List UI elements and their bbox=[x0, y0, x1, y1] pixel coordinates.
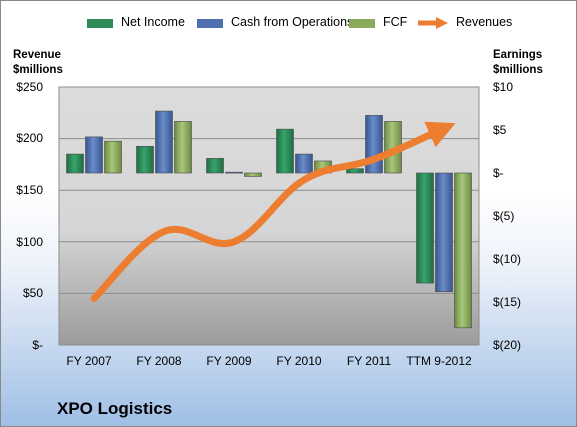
category-label: FY 2008 bbox=[136, 354, 182, 368]
category-label: FY 2011 bbox=[346, 354, 392, 368]
legend-swatch bbox=[197, 19, 223, 28]
gridlines bbox=[59, 138, 479, 294]
category-label: FY 2007 bbox=[66, 354, 112, 368]
right-tick-label: $(20) bbox=[493, 338, 522, 352]
bar-net-income-0 bbox=[66, 153, 84, 174]
bar-net-income-3 bbox=[276, 128, 294, 174]
category-label: FY 2010 bbox=[276, 354, 322, 368]
revenue-line-path bbox=[90, 121, 456, 303]
right-axis-title: Earnings $millions bbox=[493, 48, 543, 78]
right-tick-label: $10 bbox=[493, 80, 514, 94]
right-tick-label: $5 bbox=[493, 123, 507, 137]
bar-fcf-0 bbox=[104, 140, 122, 174]
right-tick-label: $(15) bbox=[493, 295, 522, 309]
right-axis-title-line1: Earnings bbox=[493, 49, 543, 61]
company-title: XPO Logistics bbox=[57, 399, 173, 418]
bar-cash-from-operations-1 bbox=[155, 110, 173, 174]
legend-swatch bbox=[349, 19, 375, 28]
left-tick-label: $250 bbox=[16, 80, 43, 94]
right-tick-label: $(10) bbox=[493, 252, 522, 266]
bar-fcf-1 bbox=[174, 121, 192, 174]
left-tick-label: $150 bbox=[16, 183, 43, 197]
legend-label: Revenues bbox=[456, 15, 513, 29]
bar-cash-from-operations-5 bbox=[435, 172, 453, 292]
legend-label: Cash from Operations bbox=[231, 15, 354, 29]
bar-fcf-2 bbox=[244, 172, 262, 177]
bar-series bbox=[66, 110, 472, 329]
left-tick-label: $- bbox=[32, 338, 43, 352]
left-tick-label: $50 bbox=[22, 286, 43, 300]
bar-net-income-4 bbox=[346, 168, 364, 174]
bar-cash-from-operations-2 bbox=[225, 171, 243, 174]
left-axis-title: Revenue $millions bbox=[13, 48, 63, 78]
right-tick-label: $(5) bbox=[493, 209, 515, 223]
revenue-line bbox=[90, 121, 456, 303]
legend-label: Net Income bbox=[121, 15, 185, 29]
bar-fcf-5 bbox=[454, 172, 472, 329]
category-label: TTM 9-2012 bbox=[406, 354, 472, 368]
category-label: FY 2009 bbox=[206, 354, 252, 368]
right-tick-label: $- bbox=[493, 166, 504, 180]
legend-label: FCF bbox=[383, 15, 408, 29]
left-axis-title-line2: $millions bbox=[13, 64, 63, 76]
bar-cash-from-operations-0 bbox=[85, 136, 103, 174]
left-tick-label: $100 bbox=[16, 235, 43, 249]
legend-arrow-icon bbox=[418, 17, 448, 29]
legend-swatch bbox=[87, 19, 113, 28]
left-axis-title-line1: Revenue bbox=[13, 49, 61, 61]
left-tick-label: $200 bbox=[16, 131, 43, 145]
bar-cash-from-operations-3 bbox=[295, 153, 313, 174]
right-axis-title-line2: $millions bbox=[493, 64, 543, 76]
bar-net-income-5 bbox=[416, 172, 434, 284]
bar-net-income-1 bbox=[136, 146, 154, 174]
bar-net-income-2 bbox=[206, 158, 224, 174]
